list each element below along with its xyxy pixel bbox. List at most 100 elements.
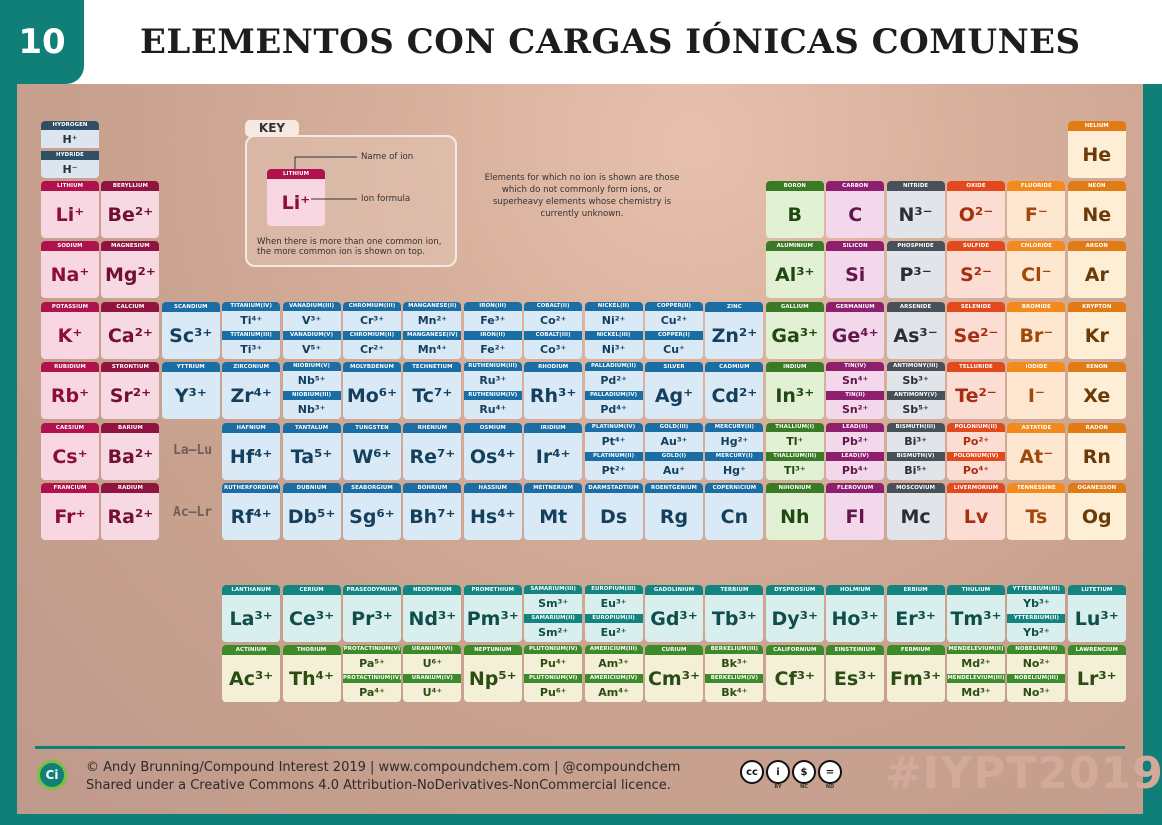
ion-formula: Hg²⁺ — [720, 435, 749, 449]
element-name: MEITNERIUM — [524, 483, 583, 493]
ion-formula: Ge⁴⁺ — [831, 324, 879, 347]
element-tile: MAGNESIUM Mg²⁺ — [101, 241, 160, 298]
element-tile: CADMIUM Cd²⁺ — [705, 362, 764, 419]
element-tile: PRASEODYMIUM Pr³⁺ — [343, 585, 401, 642]
ion-formula: Bk⁴⁺ — [721, 685, 748, 699]
element-name: ACTINIUM — [222, 645, 281, 655]
ion-formula: B — [787, 203, 803, 226]
element-name: FERMIUM — [886, 645, 945, 655]
element-tile: GALLIUM Ga³⁺ — [765, 302, 824, 359]
element-tile: SELENIDE Se²⁻ — [947, 302, 1005, 359]
element-name: HAFNIUM — [222, 423, 281, 433]
ion-formula: Ti⁴⁺ — [240, 314, 263, 328]
ion-variant: LEAD(IV) Pb⁴⁺ — [826, 451, 885, 481]
ion-name: PLUTONIUM(IV) — [524, 645, 583, 654]
element-name: TELLURIDE — [947, 362, 1005, 372]
element-tile: LAWRENCIUM Lr³⁺ — [1067, 645, 1126, 702]
element-name: TENNESSINE — [1007, 483, 1066, 493]
ion-formula: Rg — [659, 505, 689, 528]
element-name: LIVERMORIUM — [947, 483, 1005, 493]
element-name: ZIRCONIUM — [222, 362, 281, 372]
ion-formula: Os⁴⁺ — [469, 445, 516, 468]
element-name: EINSTEINIUM — [826, 645, 885, 655]
element-tile: CALIFORNIUM Cf³⁺ — [765, 645, 824, 702]
ion-formula: N³⁻ — [898, 203, 933, 226]
ion-formula: Sb⁵⁺ — [902, 402, 929, 416]
element-tile: IRIDIUM Ir⁴⁺ — [524, 423, 583, 480]
element-tile: OGANESSON Og — [1067, 483, 1126, 540]
ion-formula: Tm³⁺ — [950, 607, 1002, 630]
ion-variant: CHROMIUM(III) Cr³⁺ — [343, 302, 401, 331]
key-sample-name: LITHIUM — [267, 169, 325, 179]
ion-formula: Ga³⁺ — [771, 324, 819, 347]
element-tile: MEITNERIUM Mt — [524, 483, 583, 540]
element-tile: POTASSIUM K⁺ — [41, 302, 99, 359]
ion-name: COBALT(II) — [524, 302, 583, 311]
ion-variant: RUTHENIUM(III) Ru³⁺ — [463, 362, 522, 391]
element-tile: TIN(IV) Sn⁴⁺ TIN(II) Sn²⁺ — [826, 362, 885, 419]
ion-formula: Yb²⁺ — [1023, 625, 1050, 639]
ion-formula: Na⁺ — [50, 263, 90, 286]
element-name: HASSIUM — [463, 483, 522, 493]
element-tile: SULFIDE S²⁻ — [947, 241, 1005, 298]
element-name: ERBIUM — [886, 585, 945, 595]
element-tile: NEPTUNIUM Np⁵⁺ — [463, 645, 522, 702]
ion-formula: Cn — [720, 505, 749, 528]
element-tile: TANTALUM Ta⁵⁺ — [282, 423, 341, 480]
ion-name: COPPER(I) — [645, 330, 703, 340]
ion-name: HYDRIDE — [41, 151, 99, 160]
ion-name: SAMARIUM(III) — [524, 585, 583, 594]
element-tile: TITANIUM(IV) Ti⁴⁺ TITANIUM(III) Ti³⁺ — [222, 302, 281, 359]
ion-name: GOLD(I) — [645, 451, 703, 461]
element-name: MOSCOVIUM — [886, 483, 945, 493]
ion-formula: Cr²⁺ — [359, 342, 385, 356]
ion-formula: Ne — [1082, 203, 1112, 226]
ion-formula: Ce³⁺ — [289, 607, 335, 630]
ion-formula: Mn⁴⁺ — [417, 342, 448, 356]
element-tile: CERIUM Ce³⁺ — [282, 585, 341, 642]
element-tile: PLUTONIUM(IV) Pu⁴⁺ PLUTONIUM(VI) Pu⁶⁺ — [524, 645, 583, 703]
ion-variant: URANIUM(VI) U⁶⁺ — [403, 645, 462, 674]
cc-label: BY — [774, 784, 782, 790]
ion-formula: Cu⁺ — [663, 342, 685, 356]
element-name: CALIFORNIUM — [765, 645, 824, 655]
element-tile: HOLMIUM Ho³⁺ — [826, 585, 885, 642]
element-tile: XENON Xe — [1067, 362, 1126, 419]
ion-formula: Be²⁺ — [107, 203, 154, 226]
ion-formula: Hf⁴⁺ — [229, 445, 273, 468]
element-tile: ANTIMONY(III) Sb³⁺ ANTIMONY(V) Sb⁵⁺ — [886, 362, 945, 419]
element-tile: OSMIUM Os⁴⁺ — [463, 423, 522, 480]
ion-formula: Cu²⁺ — [660, 314, 688, 328]
ion-variant: NIOBIUM(V) Nb⁵⁺ — [282, 362, 341, 391]
ion-formula: Es³⁺ — [833, 667, 877, 690]
ion-formula: Te²⁻ — [955, 384, 997, 407]
ion-variant: SAMARIUM(II) Sm²⁺ — [524, 613, 583, 643]
element-tile: MERCURY(II) Hg²⁺ MERCURY(I) Hg⁺ — [705, 423, 764, 480]
ion-formula: Eu³⁺ — [600, 597, 627, 611]
element-tile: AMERICIUM(III) Am³⁺ AMERICIUM(IV) Am⁴⁺ — [584, 645, 643, 702]
ion-formula: Re⁷⁺ — [409, 445, 456, 468]
ion-formula: No³⁺ — [1022, 685, 1051, 699]
ion-variant: VANADIUM(III) V³⁺ — [282, 302, 341, 331]
ion-formula: Ti³⁺ — [240, 342, 263, 356]
element-name: LAWRENCIUM — [1067, 645, 1126, 655]
element-name: XENON — [1067, 362, 1126, 372]
ion-variant: PLUTONIUM(VI) Pu⁶⁺ — [524, 673, 583, 703]
ion-formula: K⁺ — [57, 324, 83, 347]
ion-name: HYDROGEN — [41, 121, 99, 130]
ion-formula: Og — [1081, 505, 1112, 528]
element-name: CERIUM — [282, 585, 341, 595]
ion-name: TIN(II) — [826, 390, 885, 400]
ion-formula: Ba²⁺ — [107, 445, 154, 468]
ion-formula: Fe³⁺ — [480, 314, 506, 328]
page-title: ELEMENTOS CON CARGAS IÓNICAS COMUNES — [140, 22, 1081, 62]
element-tile: LITHIUM Li⁺ — [41, 181, 99, 238]
ion-name: URANIUM(IV) — [403, 673, 462, 683]
ion-variant: MANGANESE(IV) Mn⁴⁺ — [403, 330, 462, 360]
ion-formula: V³⁺ — [302, 314, 322, 328]
ion-variant: COBALT(II) Co²⁺ — [524, 302, 583, 331]
element-tile: RHENIUM Re⁷⁺ — [403, 423, 462, 480]
ion-variant: COBALT(III) Co³⁺ — [524, 330, 583, 360]
ion-variant: AMERICIUM(III) Am³⁺ — [584, 645, 643, 674]
ion-formula: P³⁻ — [899, 263, 932, 286]
